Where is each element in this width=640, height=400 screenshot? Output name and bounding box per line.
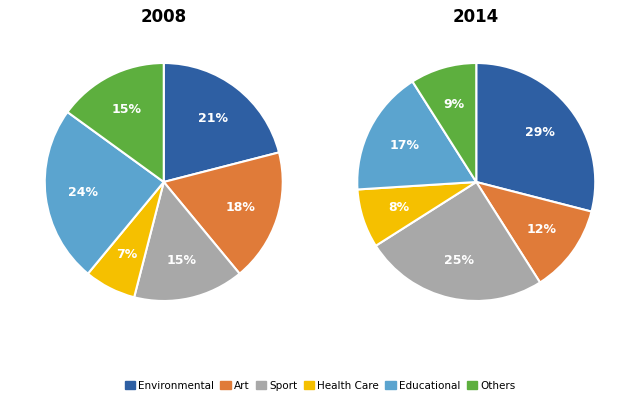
Text: 17%: 17% [389,139,419,152]
Text: 29%: 29% [525,126,555,139]
Text: 15%: 15% [166,254,196,268]
Text: 25%: 25% [444,254,474,268]
Text: 8%: 8% [388,200,410,214]
Wedge shape [164,152,283,274]
Text: 18%: 18% [226,200,255,214]
Wedge shape [358,182,476,246]
Wedge shape [45,112,164,274]
Wedge shape [376,182,540,301]
Text: 21%: 21% [198,112,228,124]
Title: 2014: 2014 [453,8,499,26]
Wedge shape [476,182,591,282]
Text: 12%: 12% [527,223,557,236]
Title: 2008: 2008 [141,8,187,26]
Text: 7%: 7% [116,248,138,261]
Wedge shape [67,63,164,182]
Wedge shape [134,182,239,301]
Wedge shape [88,182,164,297]
Wedge shape [476,63,595,212]
Legend: Environmental, Art, Sport, Health Care, Educational, Others: Environmental, Art, Sport, Health Care, … [120,376,520,395]
Wedge shape [357,82,476,190]
Wedge shape [164,63,279,182]
Text: 15%: 15% [112,103,142,116]
Text: 9%: 9% [443,98,464,111]
Text: 24%: 24% [68,186,99,199]
Wedge shape [413,63,476,182]
